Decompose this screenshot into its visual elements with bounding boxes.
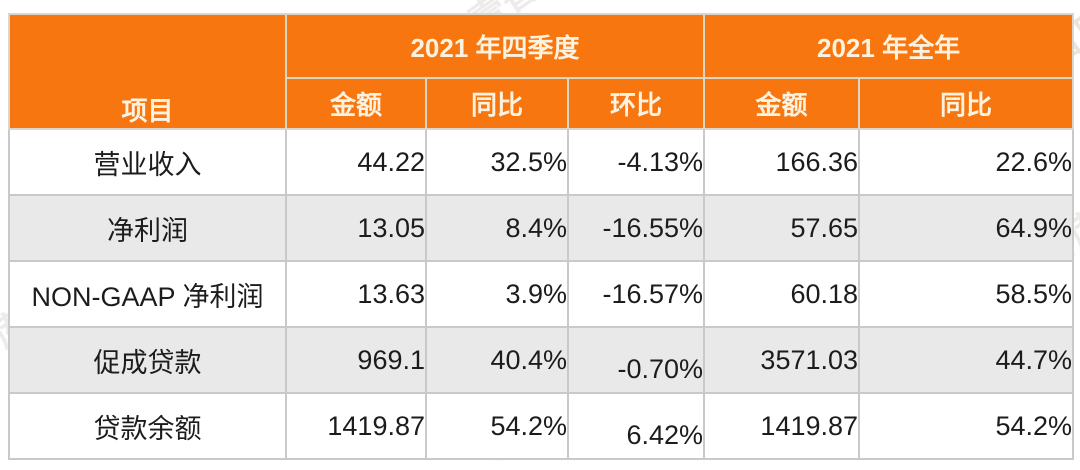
value-cell: 969.1 <box>285 326 427 394</box>
table-row: NON-GAAP 净利润 13.63 3.9% -16.57% 60.18 58… <box>8 260 1075 328</box>
value-cell: 58.5% <box>858 260 1075 328</box>
table-row: 净利润 13.05 8.4% -16.55% 57.65 64.9% <box>8 194 1075 262</box>
value-cell: 3.9% <box>425 260 569 328</box>
value-cell: 54.2% <box>425 392 569 460</box>
financial-table: 项目 2021 年四季度 2021 年全年 金额 同比 环比 金额 同比 营业收… <box>8 13 1075 460</box>
value-cell: 1419.87 <box>703 392 861 460</box>
value-cell: 22.6% <box>858 128 1075 196</box>
value-cell: 13.63 <box>285 260 427 328</box>
value-cell: 64.9% <box>858 194 1075 262</box>
value-cell: 3571.03 <box>703 326 861 394</box>
header-cell-q4-amount: 金额 <box>285 77 427 130</box>
row-label: 贷款余额 <box>8 392 287 460</box>
header-group-q4: 2021 年四季度 <box>284 13 706 79</box>
row-label: 净利润 <box>8 194 287 262</box>
value-cell: 44.22 <box>285 128 427 196</box>
value-cell: 1419.87 <box>285 392 427 460</box>
header-cell-q4-yoy: 同比 <box>425 77 569 130</box>
header-cell-q4-qoq: 环比 <box>566 77 706 130</box>
value-cell: 44.7% <box>858 326 1075 394</box>
header-cell-year-amount: 金额 <box>703 77 861 130</box>
value-cell: -16.57% <box>566 260 706 328</box>
value-cell: 166.36 <box>703 128 861 196</box>
table-row: 营业收入 44.22 32.5% -4.13% 166.36 22.6% <box>8 128 1075 196</box>
header-cell-item: 项目 <box>8 13 287 130</box>
value-cell: 40.4% <box>425 326 569 394</box>
header-sub-row: 金额 同比 环比 金额 同比 <box>9 77 1075 130</box>
value-cell: -16.55% <box>566 194 706 262</box>
row-label: NON-GAAP 净利润 <box>8 260 287 328</box>
value-cell: 60.18 <box>703 260 861 328</box>
table-row: 促成贷款 969.1 40.4% -0.70% 3571.03 44.7% <box>8 326 1075 394</box>
value-cell: -4.13% <box>566 128 706 196</box>
value-cell: 13.05 <box>285 194 427 262</box>
table-row: 贷款余额 1419.87 54.2% 6.42% 1419.87 54.2% <box>8 392 1075 460</box>
value-cell: 54.2% <box>858 392 1075 460</box>
header-group-row: 项目 2021 年四季度 2021 年全年 <box>8 13 1075 130</box>
header-group-year: 2021 年全年 <box>703 13 1075 79</box>
value-cell: 32.5% <box>425 128 569 196</box>
header-cell-year-yoy: 同比 <box>858 77 1075 130</box>
row-label: 促成贷款 <box>8 326 287 394</box>
value-cell: 57.65 <box>703 194 861 262</box>
value-cell: 6.42% <box>566 392 706 460</box>
value-cell: -0.70% <box>566 326 706 394</box>
row-label: 营业收入 <box>8 128 287 196</box>
value-cell: 8.4% <box>425 194 569 262</box>
